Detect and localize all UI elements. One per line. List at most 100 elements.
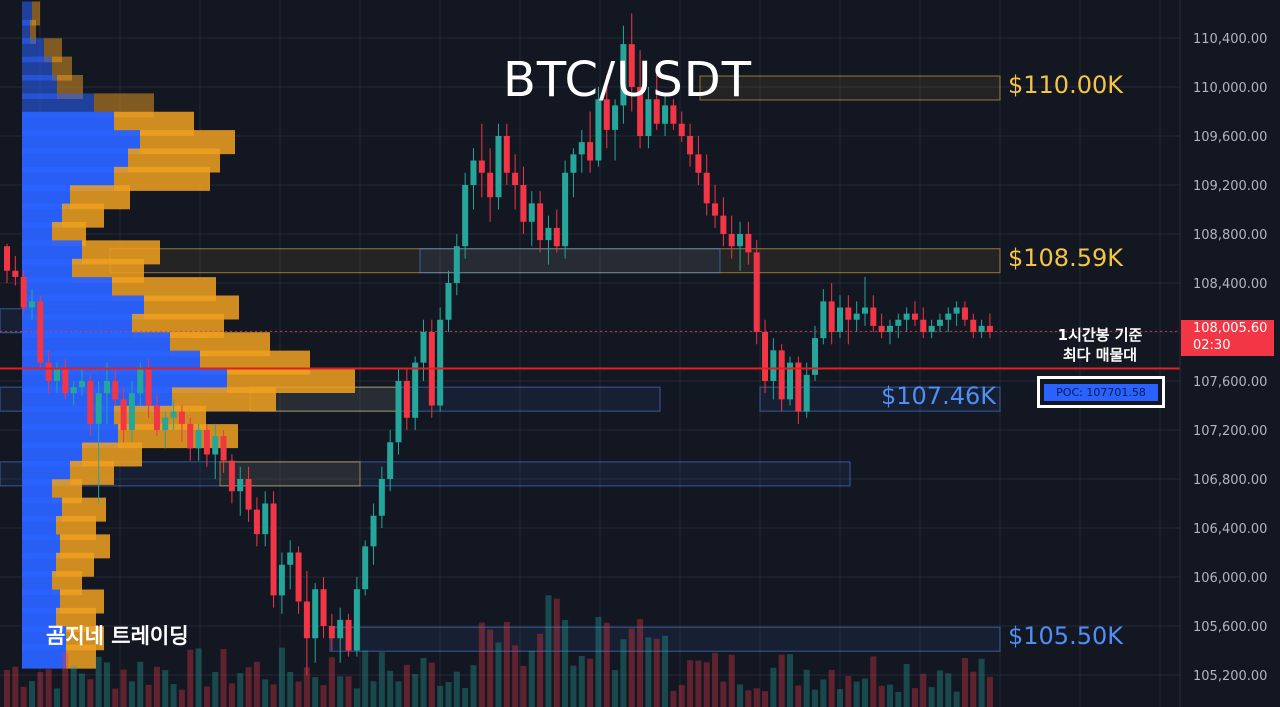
volume-bar: [370, 681, 377, 707]
volume-bar: [520, 665, 527, 707]
volume-bar: [545, 595, 552, 707]
volume-bar: [945, 673, 952, 707]
volume-profile-sell-bar: [30, 19, 36, 44]
candle-body: [878, 325, 885, 332]
volume-bar: [953, 691, 960, 707]
volume-bar: [270, 684, 277, 707]
volume-bar: [770, 667, 777, 707]
volume-profile: [22, 1, 355, 669]
candle-body: [95, 393, 102, 424]
level-label-107460: $107.46K: [881, 382, 996, 411]
candle-body: [762, 332, 769, 381]
candle-body: [270, 503, 277, 596]
volume-bar: [162, 670, 169, 707]
volume-bar: [353, 688, 360, 707]
candle-body: [795, 362, 802, 412]
volume-profile-sell-bar: [66, 644, 96, 669]
candle-body: [462, 185, 469, 247]
volume-bar: [503, 621, 510, 707]
volume-bar: [112, 688, 119, 707]
volume-bar: [837, 689, 843, 707]
candle-body: [503, 136, 510, 173]
candle-body: [870, 307, 877, 326]
volume-bar: [4, 669, 10, 707]
candle-body: [803, 374, 810, 412]
y-tick-label: 110,400.00: [1193, 32, 1267, 47]
volume-bar: [903, 663, 910, 707]
candle-body: [920, 319, 927, 332]
level-zone: [419, 248, 721, 274]
candle-body: [861, 307, 868, 314]
volume-profile-buy-bar: [22, 644, 66, 669]
volume-profile-buy-bar: [22, 1, 32, 26]
candle-body: [320, 589, 327, 626]
volume-bar: [537, 633, 544, 707]
candle-body: [212, 436, 219, 455]
poc-note-line-1: 1시간봉 기준: [1057, 326, 1143, 344]
candle-body: [353, 589, 360, 651]
volume-bar: [478, 622, 485, 707]
volume-profile-buy-bar: [22, 19, 30, 44]
volume-bar: [278, 647, 285, 707]
volume-bar: [562, 619, 569, 707]
candle-body: [245, 479, 252, 510]
candle-body: [378, 479, 385, 516]
candle-body: [45, 362, 52, 381]
volume-bar: [695, 660, 702, 707]
volume-bar: [228, 683, 235, 707]
volume-bar: [337, 676, 344, 707]
level-label-110000: $110.00K: [1008, 71, 1123, 99]
volume-bar: [762, 691, 769, 707]
volume-bar: [512, 645, 519, 707]
volume-bar: [95, 656, 102, 707]
candle-body: [53, 368, 60, 381]
volume-bar: [570, 665, 577, 707]
volume-bar: [320, 685, 327, 707]
candle-body: [478, 160, 485, 173]
volume-bar: [595, 616, 602, 707]
candle-body: [337, 619, 344, 639]
y-tick-label: 107,200.00: [1193, 424, 1267, 439]
volume-bar: [128, 681, 135, 707]
candle-body: [195, 430, 202, 449]
volume-bar: [936, 670, 943, 707]
volume-bar: [878, 685, 885, 707]
volume-bar: [812, 689, 819, 707]
volume-bar: [628, 628, 635, 707]
volume-bar: [637, 619, 644, 707]
volume-bar: [870, 656, 877, 707]
volume-bar: [462, 687, 469, 707]
candle-body: [37, 301, 44, 363]
volume-bar: [820, 679, 827, 707]
volume-bar: [961, 657, 968, 707]
candle-body: [520, 185, 527, 222]
volume-bar: [662, 635, 669, 707]
volume-bar: [37, 672, 44, 707]
candle-body: [170, 411, 177, 418]
candle-body: [187, 423, 194, 449]
watermark: 곰지네 트레이딩: [46, 624, 189, 648]
candle-body: [203, 430, 210, 455]
volume-bar: [312, 677, 319, 707]
candle-body: [103, 381, 110, 394]
poc-note: 1시간봉 기준 최다 매물대: [1010, 325, 1190, 365]
candle-body: [637, 87, 644, 136]
candle-body: [220, 436, 227, 461]
volume-bar: [345, 676, 352, 707]
candle-body: [137, 368, 144, 394]
candle-body: [237, 479, 244, 492]
chart-title: BTC/USDT: [503, 52, 753, 108]
volume-bar: [45, 669, 52, 707]
volume-bar: [911, 688, 918, 707]
candle-body: [911, 313, 918, 320]
volume-bar: [895, 691, 902, 707]
candle-body: [412, 362, 419, 418]
volume-bar: [720, 681, 727, 707]
candle-body: [945, 313, 952, 320]
candle-body: [953, 307, 960, 314]
candle-body: [745, 234, 752, 253]
candle-body: [703, 172, 710, 204]
volume-bar: [362, 650, 369, 707]
price-lines: [0, 330, 1180, 370]
